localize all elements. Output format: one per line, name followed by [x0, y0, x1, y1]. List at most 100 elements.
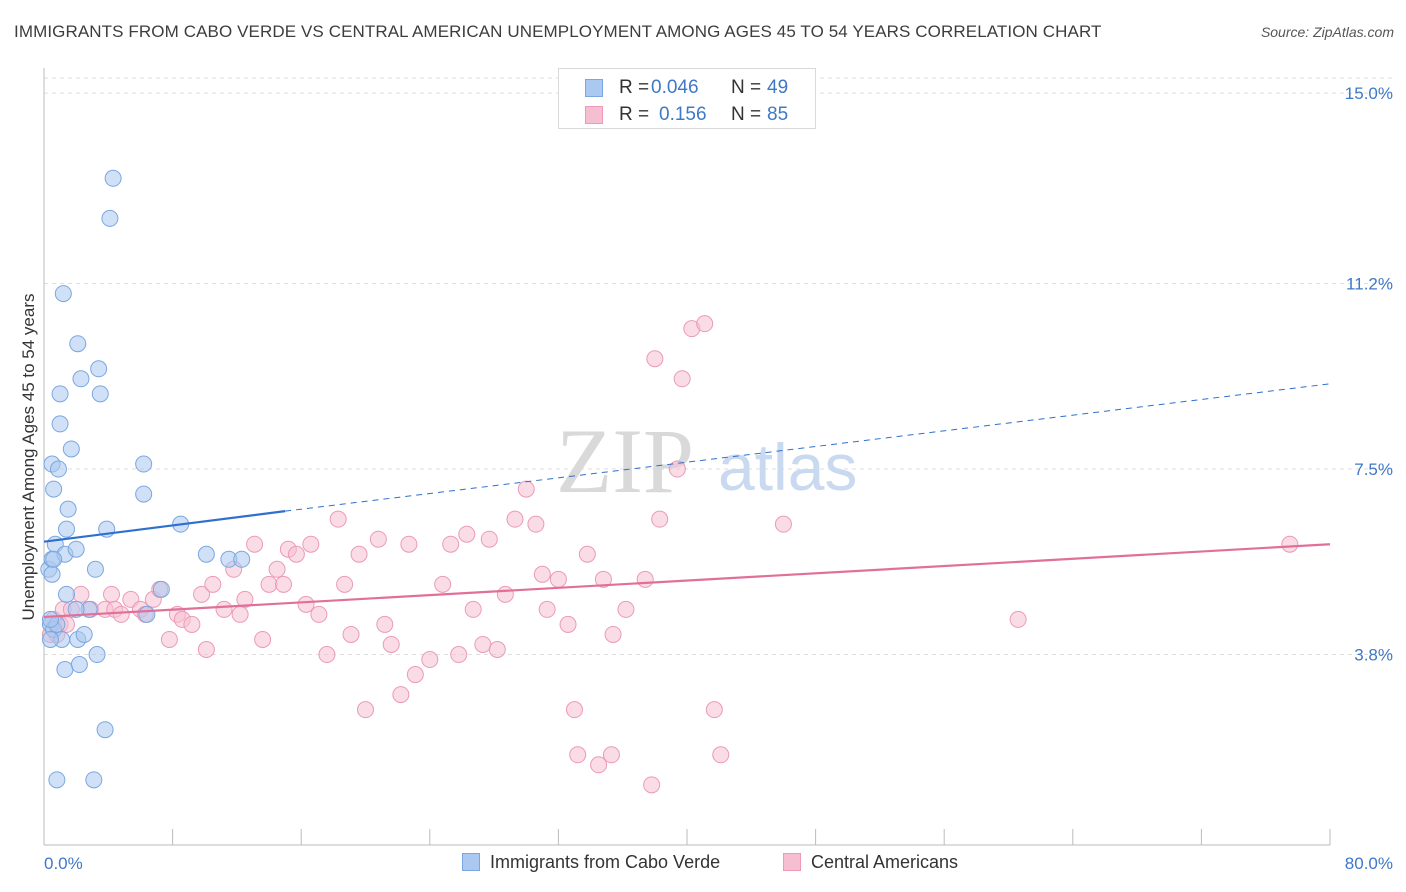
- cabo-verde-point: [43, 565, 61, 583]
- central-americans-point: [488, 640, 506, 658]
- central-americans-point: [496, 585, 514, 603]
- central-americans-point: [310, 605, 328, 623]
- central-americans-point: [565, 701, 583, 719]
- central-americans-point: [464, 600, 482, 618]
- cabo-verde-point: [135, 455, 153, 473]
- cabo-verde-point: [72, 370, 90, 388]
- central-americans-point: [651, 510, 669, 528]
- central-americans-point: [712, 746, 730, 764]
- central-americans-point: [318, 646, 336, 664]
- central-americans-point: [434, 575, 452, 593]
- central-americans-point: [350, 545, 368, 563]
- cabo-verde-point: [62, 440, 80, 458]
- cabo-verde-point: [41, 630, 59, 648]
- central-americans-point: [246, 535, 264, 553]
- central-americans-point: [260, 575, 278, 593]
- central-americans-point: [527, 515, 545, 533]
- correlation-legend: R = 0.046 N = 49 R = 0.156 N = 85: [558, 68, 816, 129]
- central-americans-point: [617, 600, 635, 618]
- r-label: R =: [619, 77, 650, 98]
- central-americans-point: [474, 635, 492, 653]
- gridlines: [44, 77, 1392, 656]
- central-americans-point: [590, 756, 608, 774]
- central-americans-point: [236, 590, 254, 608]
- cabo-verde-trendline: [43, 510, 286, 543]
- central-americans-point: [559, 615, 577, 633]
- central-americans-point: [569, 746, 587, 764]
- central-americans-point: [602, 746, 620, 764]
- legend-item-cabo-verde: Immigrants from Cabo Verde: [462, 852, 720, 873]
- central-americans-point: [302, 535, 320, 553]
- axes: [43, 68, 1331, 846]
- cabo-verde-point: [51, 385, 69, 403]
- cabo-verde-point: [41, 610, 59, 628]
- central-americans-point: [406, 666, 424, 684]
- central-americans-point: [357, 701, 374, 719]
- central-americans-point: [1281, 535, 1299, 553]
- cabo-verde-point: [49, 460, 67, 478]
- central-americans-point: [197, 640, 215, 658]
- legend-label: Immigrants from Cabo Verde: [490, 852, 721, 872]
- central-americans-point: [392, 686, 410, 704]
- central-americans-point: [297, 595, 315, 613]
- central-americans-point: [160, 630, 178, 648]
- central-americans-point: [112, 605, 130, 623]
- central-americans-point: [506, 510, 524, 528]
- central-americans-point: [72, 585, 90, 603]
- central-americans-point: [275, 575, 293, 593]
- legend-label: Central Americans: [811, 852, 959, 872]
- central-americans-point: [376, 615, 394, 633]
- central-americans-point: [774, 515, 792, 533]
- central-americans-point: [636, 570, 654, 588]
- central-americans-point: [604, 625, 622, 643]
- central-americans-point: [329, 510, 347, 528]
- y-tick-label: 7.5%: [1354, 460, 1393, 479]
- cabo-verde-point: [45, 480, 63, 498]
- cabo-verde-point: [58, 520, 76, 538]
- central-americans-point: [215, 600, 233, 618]
- cabo-verde-point: [51, 415, 69, 433]
- legend-item-central-americans: Central Americans: [783, 852, 958, 873]
- central-americans-point: [549, 570, 567, 588]
- x-tick-label-min: 0.0%: [44, 854, 83, 873]
- cabo-verde-point: [54, 285, 72, 303]
- cabo-verde-point: [90, 360, 108, 378]
- cabo-verde-point: [152, 580, 170, 598]
- x-tick-label-max: 80.0%: [1345, 854, 1393, 873]
- central-americans-point: [268, 560, 286, 578]
- y-tick-label: 11.2%: [1346, 275, 1393, 294]
- cabo-verde-point: [85, 771, 103, 789]
- cabo-verde-point: [59, 500, 77, 518]
- central-americans-point: [369, 530, 387, 548]
- n-value: 85: [767, 104, 789, 125]
- cabo-verde-point: [135, 485, 153, 503]
- cabo-verde-point: [101, 209, 119, 227]
- trend-lines: [43, 383, 1331, 619]
- cabo-verde-point: [104, 169, 122, 187]
- central-americans-point: [696, 315, 714, 333]
- central-americans-point: [533, 565, 551, 583]
- cabo-verde-point: [233, 550, 251, 568]
- cabo-verde-point: [45, 550, 63, 568]
- central-americans-point: [254, 630, 272, 648]
- cabo-verde-point: [56, 661, 74, 679]
- central-americans-point: [538, 600, 556, 618]
- blue-swatch: [462, 853, 480, 871]
- central-americans-point: [480, 530, 498, 548]
- cabo-verde-point: [96, 721, 114, 739]
- central-americans-point: [421, 651, 439, 669]
- cabo-verde-point: [197, 545, 215, 563]
- n-value: 49: [767, 77, 789, 98]
- r-value: 0.156: [659, 104, 707, 125]
- central-americans-point: [342, 625, 360, 643]
- central-americans-point: [668, 460, 686, 478]
- cabo-verde-point: [91, 385, 109, 403]
- r-label: R =: [619, 104, 650, 125]
- central-americans-point: [442, 535, 460, 553]
- pink-swatch: [585, 106, 603, 124]
- central-americans-point: [458, 525, 476, 543]
- central-americans-point: [183, 615, 201, 633]
- y-axis-title: Unemployment Among Ages 45 to 54 years: [19, 294, 38, 621]
- central-americans-point: [646, 350, 664, 368]
